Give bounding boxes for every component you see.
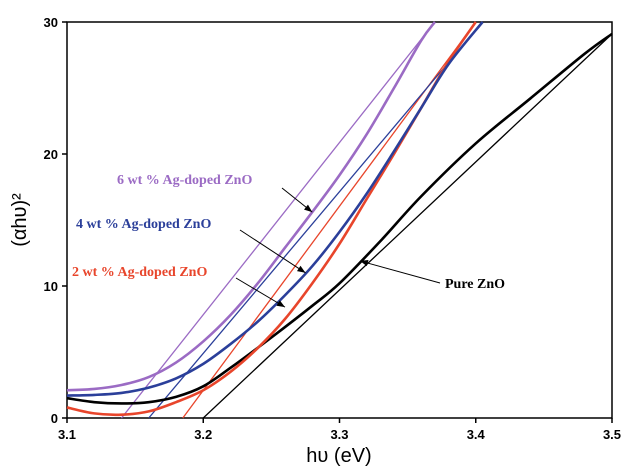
tangent-4-wt-ag-doped-zno (148, 21, 484, 419)
tangent-pure-zno (202, 33, 613, 419)
series-lines (66, 21, 613, 417)
x-tick-label: 3.4 (467, 427, 486, 442)
annotation-arrowhead (296, 265, 306, 273)
annotations: 6 wt % Ag-doped ZnO 4 wt % Ag-doped ZnO 2 … (72, 173, 505, 308)
annotation-arrowhead (303, 204, 313, 213)
annotation-label: Pure ZnO (445, 277, 505, 292)
x-tick-label: 3.3 (330, 427, 348, 442)
tangent-lines (120, 21, 613, 419)
y-tick-label: 10 (44, 279, 58, 294)
annotation-label: 4 wt % Ag-doped ZnO (76, 217, 211, 232)
series-line-6-wt-ag-doped-zno (66, 21, 436, 392)
annotation-label: 6 wt % Ag-doped ZnO (117, 173, 252, 188)
annotation-arrowhead (276, 300, 285, 308)
series-line-4-wt-ag-doped-zno (66, 21, 484, 397)
y-tick-label: 20 (44, 147, 58, 162)
annotation-arrowhead (359, 259, 369, 267)
y-tick-label: 0 (51, 411, 58, 426)
annotation-pointer (359, 260, 441, 284)
x-tick-label: 3.5 (603, 427, 621, 442)
x-tick-label: 3.2 (194, 427, 212, 442)
annotation-pointer (239, 229, 306, 274)
axis-ticks: 3.1 3.2 3.3 3.4 3.5 0 10 20 30 (44, 15, 622, 442)
series-line-pure-zno (66, 32, 613, 405)
y-tick-label: 30 (44, 15, 58, 30)
x-axis-label: hυ (eV) (306, 445, 371, 467)
annotation-pointer (235, 277, 286, 308)
annotation-label: 2 wt % Ag-doped ZnO (72, 265, 207, 280)
x-tick-label: 3.1 (58, 427, 76, 442)
tangent-6-wt-ag-doped-zno (120, 21, 436, 419)
y-axis-label: (αhυ)² (9, 193, 31, 247)
